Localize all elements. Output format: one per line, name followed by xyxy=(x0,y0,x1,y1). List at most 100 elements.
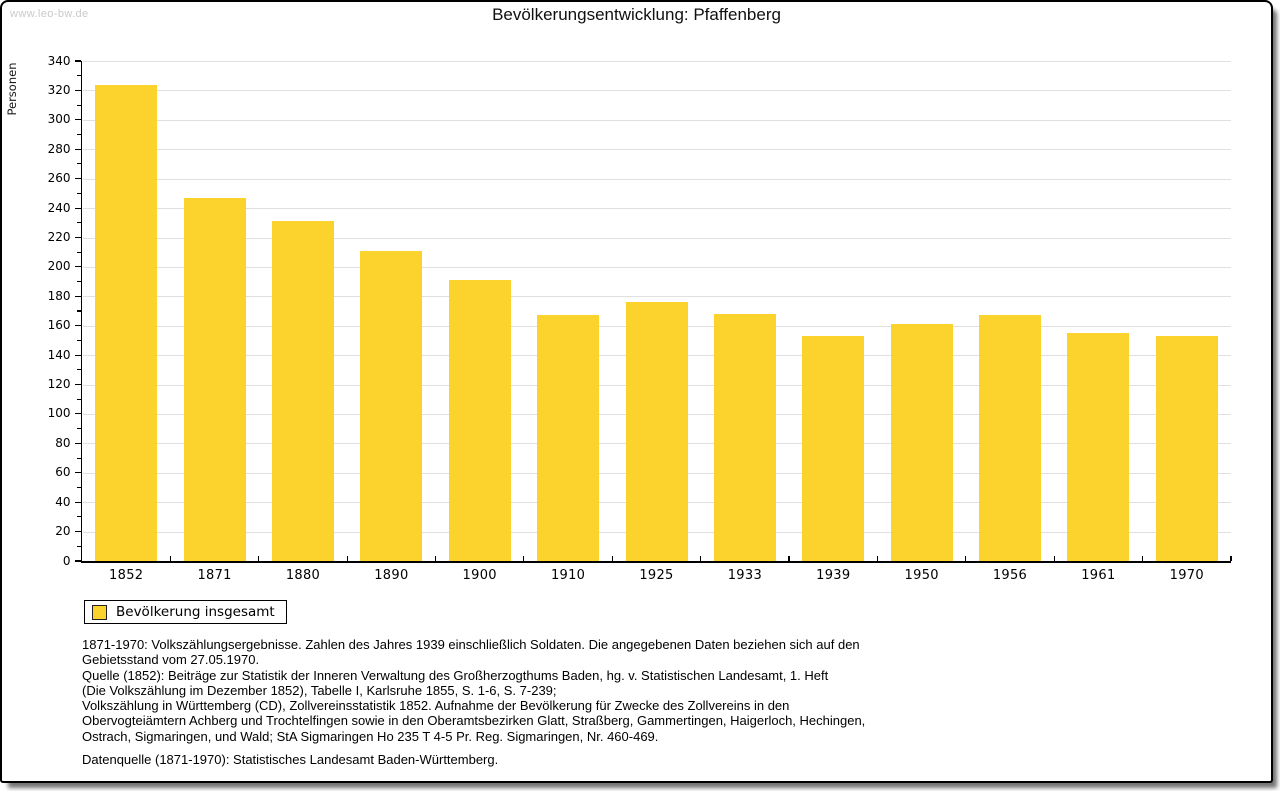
x-boundary-tick xyxy=(700,556,702,561)
footer-line: Gebietsstand vom 27.05.1970. xyxy=(82,652,260,668)
x-boundary-tick xyxy=(788,556,790,561)
chart-title: Bevölkerungsentwicklung: Pfaffenberg xyxy=(492,5,781,24)
y-minor-tick xyxy=(77,339,81,341)
bar-1871 xyxy=(183,197,246,561)
x-boundary-tick xyxy=(1141,556,1144,561)
footer-line: Obervogteiämtern Achberg und Trochtelfin… xyxy=(82,713,866,729)
y-minor-tick xyxy=(77,310,81,312)
y-minor-tick xyxy=(77,222,81,224)
x-tick-label: 1970 xyxy=(1169,568,1204,583)
y-minor-tick xyxy=(77,369,81,371)
bar-1939 xyxy=(802,336,865,561)
x-tick-label: 1961 xyxy=(1081,568,1116,583)
y-major-tick xyxy=(74,266,81,268)
x-boundary-tick xyxy=(876,556,879,561)
y-major-tick xyxy=(74,325,81,327)
gridline xyxy=(83,149,1231,151)
y-tick-label: 120 xyxy=(47,377,71,391)
y-tick-label: 0 xyxy=(62,553,71,568)
x-tick-label: 1956 xyxy=(992,568,1028,583)
footer-line: Volkszählung in Württemberg (CD), Zollve… xyxy=(82,698,790,714)
y-tick-label: 320 xyxy=(47,82,71,97)
y-major-tick xyxy=(74,354,81,356)
y-major-tick xyxy=(74,207,81,209)
y-major-tick xyxy=(74,295,81,297)
y-minor-tick xyxy=(77,192,81,194)
footer-line: 1871-1970: Volkszählungsergebnisse. Zahl… xyxy=(82,637,860,652)
gridline xyxy=(83,90,1231,92)
y-tick-label: 80 xyxy=(55,435,71,450)
bar-1956 xyxy=(979,315,1041,561)
y-minor-tick xyxy=(77,104,81,106)
footer-line: Ostrach, Sigmaringen, und Wald; StA Sigm… xyxy=(82,728,659,744)
y-major-tick xyxy=(74,119,81,121)
y-major-tick xyxy=(74,531,81,533)
y-minor-tick xyxy=(77,133,81,136)
gridline xyxy=(83,237,1231,239)
y-major-tick xyxy=(74,501,81,503)
x-tick-label: 1880 xyxy=(285,568,321,583)
y-minor-tick xyxy=(77,457,81,459)
gridline xyxy=(83,178,1231,180)
footer-source: Datenquelle (1871-1970): Statistisches L… xyxy=(82,752,499,768)
watermark: www.leo-bw.de xyxy=(10,8,89,20)
x-boundary-tick xyxy=(346,556,348,561)
y-axis-title: Personen xyxy=(5,62,19,116)
x-boundary-tick xyxy=(1053,556,1055,561)
x-tick-label: 1925 xyxy=(639,568,674,583)
bar-1970 xyxy=(1155,336,1218,561)
y-tick-label: 160 xyxy=(47,318,71,333)
y-tick-label: 200 xyxy=(47,259,71,274)
y-tick-label: 280 xyxy=(47,141,71,156)
x-boundary-tick xyxy=(965,556,967,561)
y-major-tick xyxy=(74,60,81,62)
gridline xyxy=(83,61,1231,62)
footer-notes: 1871-1970: Volkszählungsergebnisse. Zahl… xyxy=(82,637,1241,767)
x-boundary-tick xyxy=(434,556,437,561)
bar-1900 xyxy=(448,280,511,561)
x-tick-label: 1900 xyxy=(462,568,497,583)
y-minor-tick xyxy=(77,251,81,253)
y-tick-label: 300 xyxy=(47,112,71,127)
x-boundary-tick xyxy=(169,556,171,561)
gridline xyxy=(83,296,1231,298)
y-tick-label: 340 xyxy=(47,53,71,68)
x-axis-line xyxy=(80,561,1231,563)
y-tick-label: 180 xyxy=(47,288,71,303)
bar-1880 xyxy=(272,221,334,561)
bar-1910 xyxy=(537,315,600,561)
y-minor-tick xyxy=(77,486,81,489)
y-minor-tick xyxy=(77,75,81,77)
x-tick-label: 1950 xyxy=(904,568,939,583)
y-minor-tick xyxy=(77,516,81,518)
y-tick-label: 220 xyxy=(47,230,71,244)
footer-line: (Die Volkszählung im Dezember 1852), Tab… xyxy=(82,682,557,698)
footer-lines: 1871-1970: Volkszählungsergebnisse. Zahl… xyxy=(82,637,1241,744)
bar-1950 xyxy=(890,324,953,561)
y-minor-tick xyxy=(77,281,81,283)
x-tick-label: 1852 xyxy=(109,568,144,583)
bar-chart: Personen 0 20 40 60 80 100 120 140 160 180 200 220 2… xyxy=(2,2,1271,781)
y-major-tick xyxy=(74,178,81,180)
y-tick-label: 140 xyxy=(47,347,71,362)
x-boundary-tick xyxy=(258,556,260,561)
y-tick-label: 40 xyxy=(55,494,71,509)
x-boundary-tick xyxy=(523,556,525,561)
legend: Bevölkerung insgesamt xyxy=(84,600,287,624)
y-tick-label: 240 xyxy=(47,200,71,215)
gridline xyxy=(83,119,1231,121)
x-tick-label: 1933 xyxy=(727,568,763,583)
x-tick-label: 1939 xyxy=(816,568,851,583)
y-axis-line xyxy=(80,61,82,563)
x-boundary-tick xyxy=(611,556,613,561)
gridline xyxy=(83,208,1231,210)
y-major-tick xyxy=(74,413,81,415)
y-tick-label: 260 xyxy=(47,171,71,186)
y-minor-tick xyxy=(77,428,81,430)
x-tick-label: 1871 xyxy=(197,568,232,583)
footer-line: Quelle (1852): Beiträge zur Statistik de… xyxy=(82,667,829,683)
y-minor-tick xyxy=(77,398,81,400)
y-major-tick xyxy=(74,236,81,239)
bar-1890 xyxy=(360,250,423,561)
